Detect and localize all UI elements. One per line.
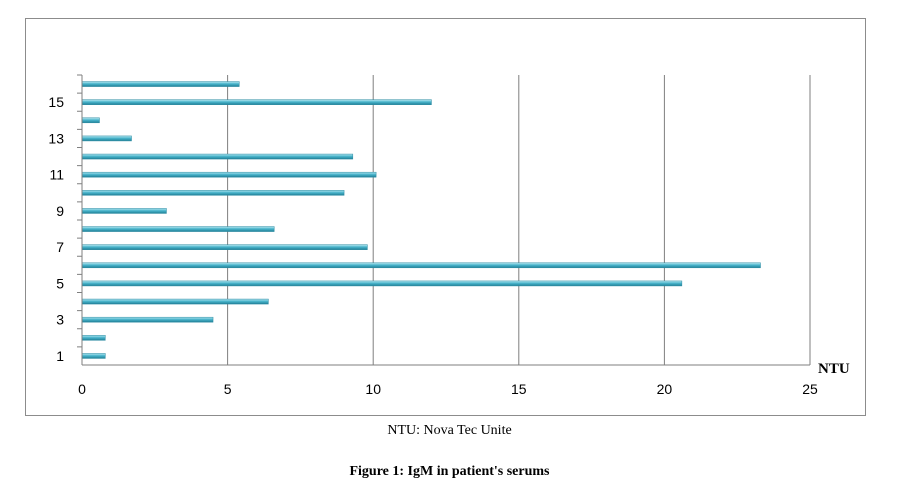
grid-lines [227, 75, 811, 365]
bar [81, 316, 214, 323]
y-tick-label: 1 [56, 348, 64, 364]
y-tick-label: 5 [56, 275, 64, 291]
y-tick-label: 3 [56, 312, 64, 328]
x-tick-label: 20 [657, 381, 673, 397]
bar [81, 244, 368, 250]
x-tick-label: 0 [78, 381, 86, 397]
bar [81, 190, 345, 196]
y-tick-label: 11 [49, 167, 64, 183]
unit-note: NTU: Nova Tec Unite [387, 423, 512, 438]
bar [81, 99, 432, 105]
x-tick-label: 5 [224, 381, 232, 397]
bar [81, 335, 106, 341]
axes [77, 74, 810, 366]
x-tick-label: 15 [511, 381, 527, 397]
y-tick-label: 15 [48, 94, 64, 110]
bar [81, 298, 269, 305]
x-tick-label: 10 [365, 381, 381, 397]
y-tick-label: 13 [48, 130, 64, 146]
bar [81, 280, 683, 287]
bar [81, 226, 275, 232]
figure-caption: Figure 1: IgM in patient's serums [349, 464, 550, 479]
bar [81, 153, 354, 160]
bar [81, 208, 167, 214]
bar [81, 117, 100, 124]
bar [81, 81, 240, 87]
unit-label: NTU [818, 361, 850, 377]
bar [81, 171, 377, 178]
y-tick-label: 9 [56, 203, 64, 219]
bar [81, 353, 106, 359]
chart-frame: 0 5 10 15 20 25 1 3 5 7 9 11 13 15 NTU [25, 18, 866, 416]
x-tick-label: 25 [802, 381, 818, 397]
bar [81, 135, 132, 142]
bars [81, 81, 761, 359]
y-tick-label: 7 [56, 239, 64, 255]
bar [81, 262, 761, 269]
